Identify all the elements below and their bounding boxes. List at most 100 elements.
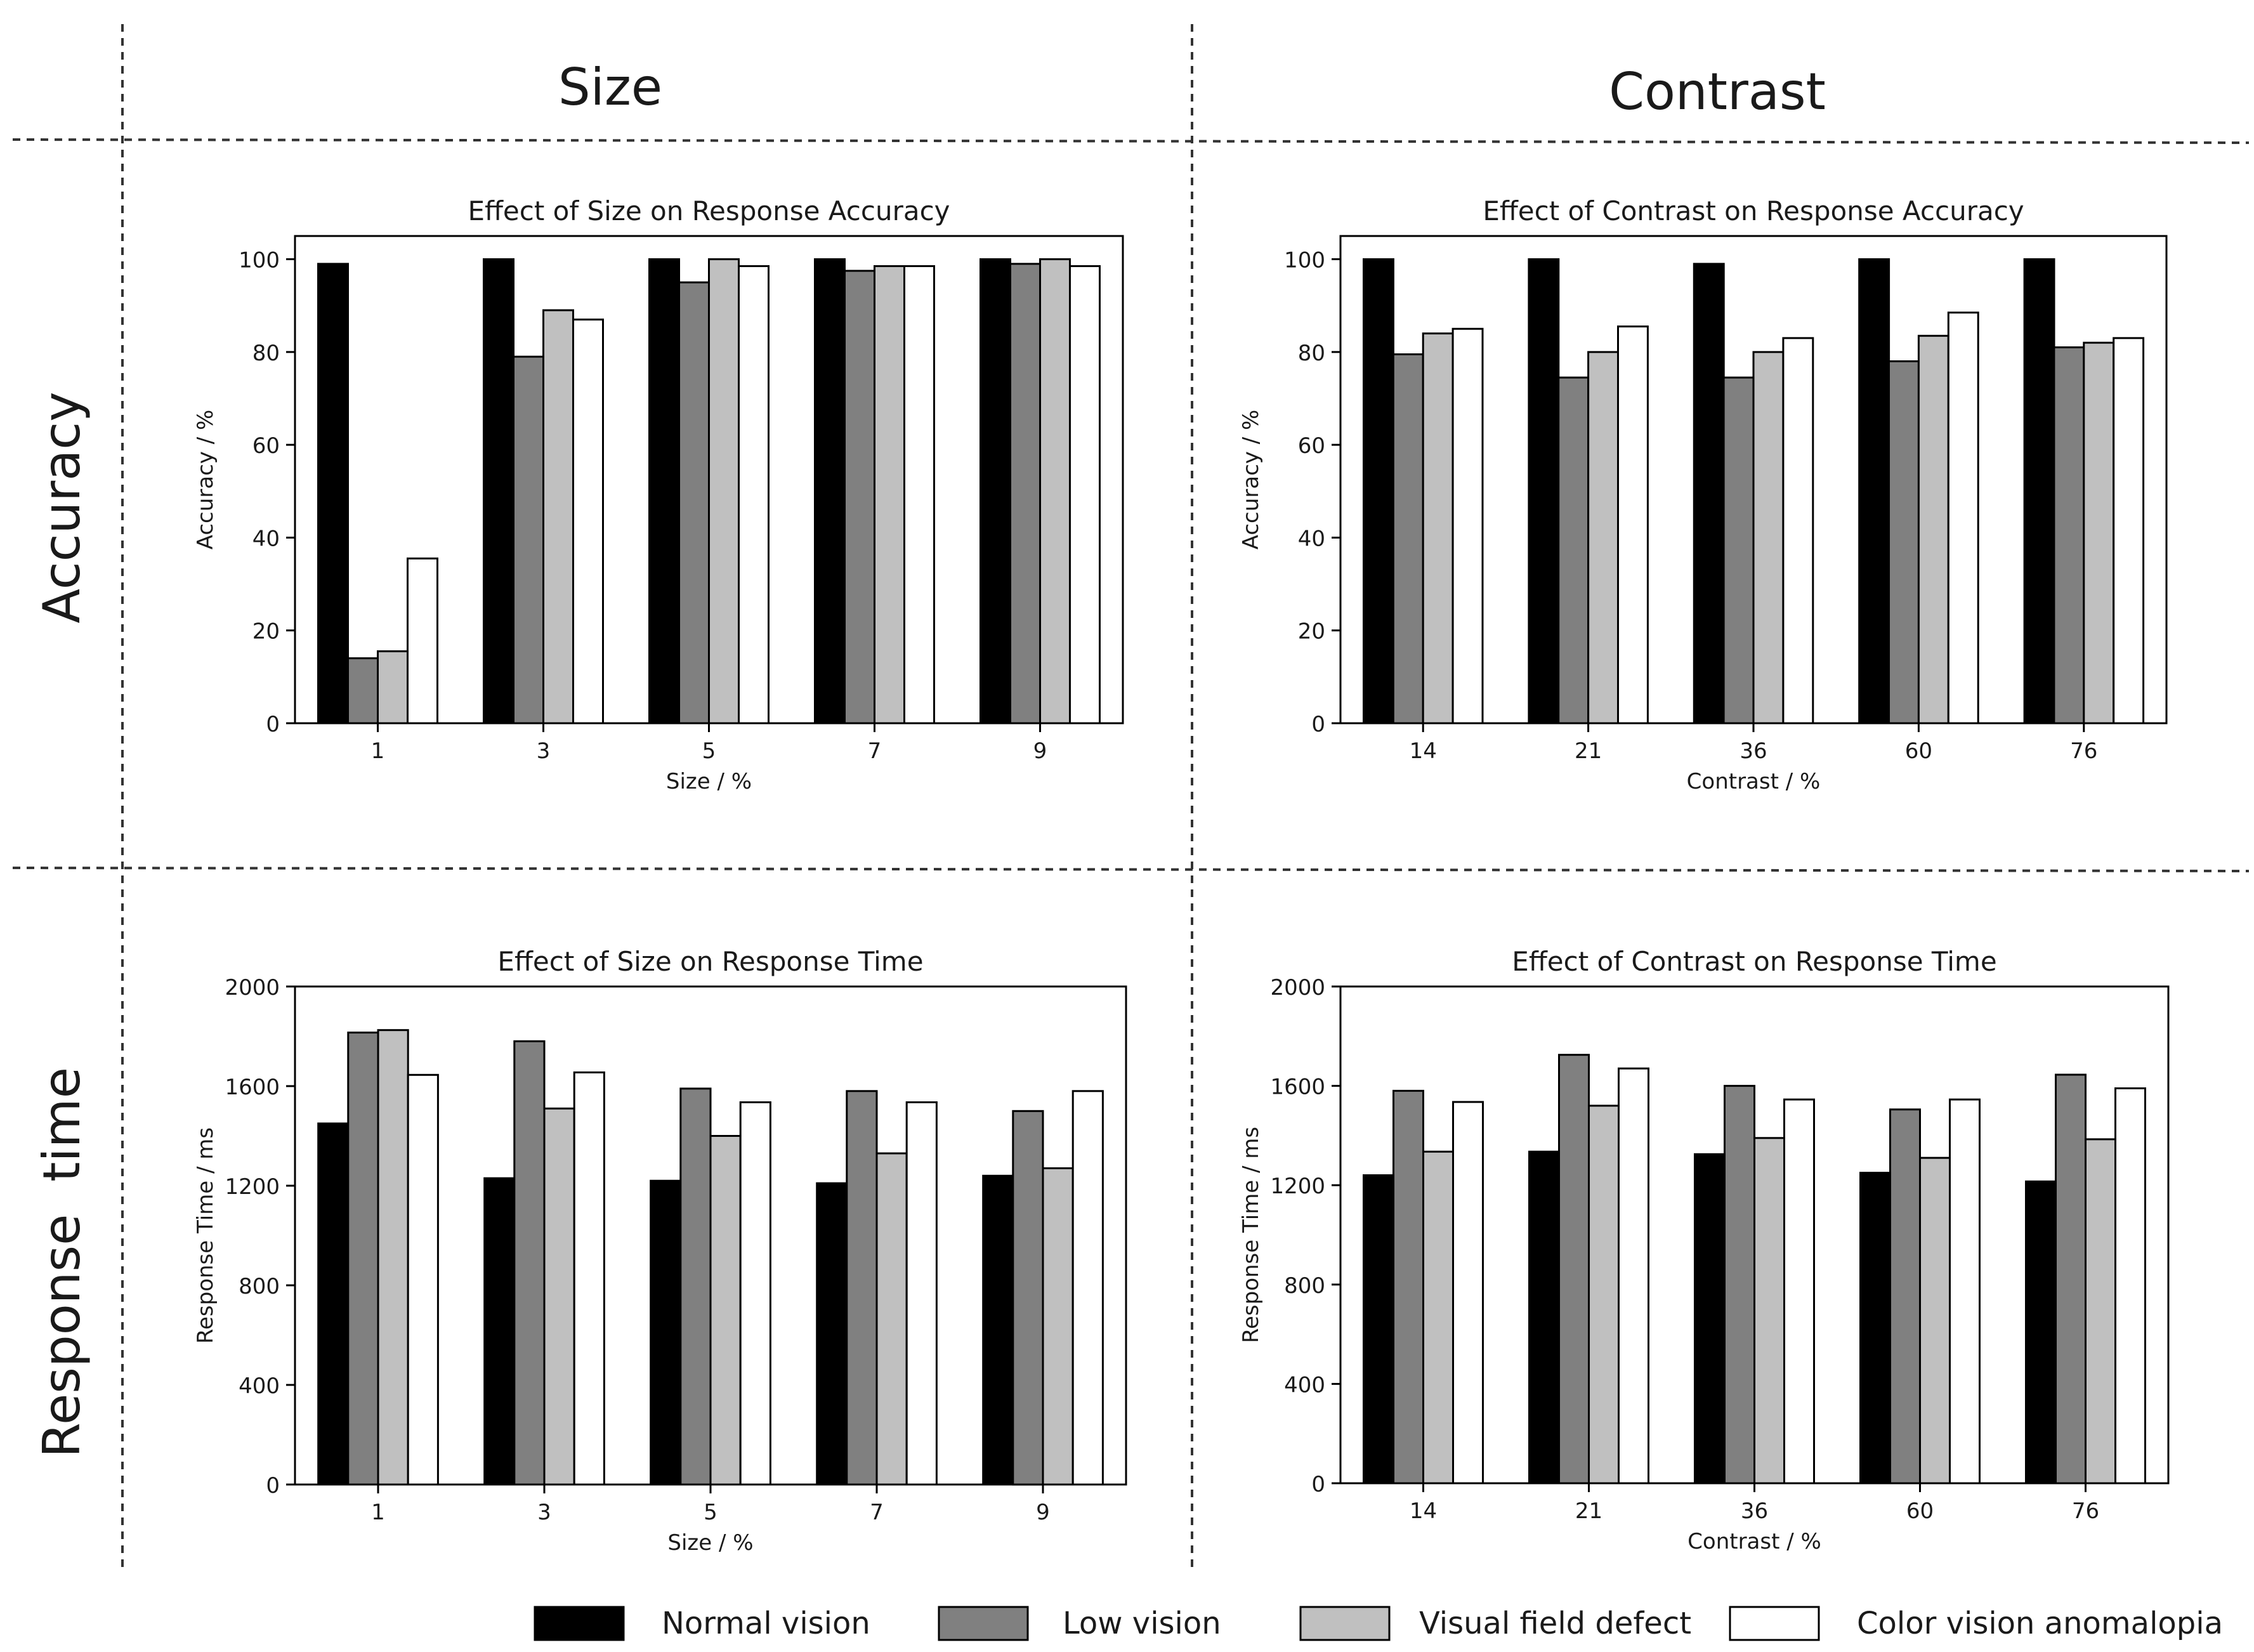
y-tick-label: 0	[1311, 1472, 1325, 1497]
bar-visual-field-defect-1	[377, 650, 409, 724]
bar-low-vision-36	[1722, 376, 1755, 724]
bar-visual-field-defect-36	[1752, 351, 1785, 724]
chart-contrast-response-time: Effect of Contrast on Response Time 0 400 8…	[1238, 946, 2170, 1554]
x-tick-label: 36	[1740, 738, 1767, 764]
legend-swatch-visual-field-defect	[1299, 1606, 1391, 1641]
bar-visual-field-defect-36	[1753, 1137, 1785, 1485]
y-tick-label: 60	[252, 433, 280, 459]
y-tick-label: 1600	[225, 1075, 280, 1100]
bar-color-vision-anomalopia-7	[903, 265, 935, 724]
y-tick-label: 1200	[225, 1174, 280, 1200]
x-tick-label: 36	[1741, 1498, 1768, 1524]
y-tick-label: 80	[252, 341, 280, 366]
bar-low-vision-5	[679, 1087, 712, 1486]
bar-color-vision-anomalopia-3	[573, 1071, 605, 1486]
bar-visual-field-defect-9	[1042, 1167, 1074, 1486]
y-tick-label: 1200	[1270, 1174, 1325, 1199]
bar-low-vision-1	[347, 657, 379, 724]
y-tick-label: 60	[1298, 433, 1325, 459]
bar-normal-vision-3	[483, 1177, 516, 1486]
y-axis-label: Response Time / ms	[193, 1127, 218, 1344]
y-tick-label: 800	[239, 1274, 280, 1299]
legend: Normal vision Low vision Visual field de…	[534, 1606, 2223, 1641]
bar-color-vision-anomalopia-14	[1452, 1101, 1484, 1485]
bar-color-vision-anomalopia-5	[738, 265, 770, 724]
bar-normal-vision-1	[317, 1122, 350, 1486]
bar-color-vision-anomalopia-21	[1618, 1067, 1649, 1485]
bar-normal-vision-76	[2025, 1180, 2057, 1485]
bar-low-vision-14	[1392, 1089, 1424, 1485]
y-axis-label: Response Time / ms	[1238, 1127, 1264, 1343]
bar-normal-vision-14	[1363, 258, 1394, 724]
bar-normal-vision-14	[1363, 1174, 1394, 1485]
bar-normal-vision-7	[816, 1182, 848, 1486]
bar-low-vision-9	[1009, 263, 1041, 724]
bar-low-vision-76	[2055, 1073, 2087, 1485]
horizontal-divider-middle	[12, 867, 2250, 872]
bar-visual-field-defect-60	[1917, 334, 1949, 724]
x-tick-label: 60	[1905, 738, 1932, 764]
bar-normal-vision-3	[483, 258, 514, 724]
bar-color-vision-anomalopia-1	[407, 1073, 439, 1486]
bar-visual-field-defect-5	[709, 1135, 742, 1486]
bar-color-vision-anomalopia-21	[1617, 325, 1649, 724]
bar-normal-vision-60	[1859, 1172, 1891, 1485]
y-tick-label: 400	[1284, 1372, 1325, 1398]
bar-visual-field-defect-14	[1422, 1150, 1454, 1485]
bar-normal-vision-76	[2023, 258, 2055, 724]
bar-normal-vision-5	[648, 258, 680, 724]
bar-visual-field-defect-7	[874, 265, 905, 724]
y-tick-label: 0	[1311, 712, 1325, 737]
bar-low-vision-60	[1889, 1108, 1921, 1485]
y-tick-label: 20	[1298, 619, 1325, 645]
x-tick-label: 5	[702, 738, 716, 764]
x-axis-label: Contrast / %	[1687, 1529, 1821, 1554]
bar-low-vision-60	[1888, 360, 1920, 724]
x-tick-label: 7	[868, 738, 882, 764]
bar-low-vision-5	[678, 281, 710, 724]
bar-visual-field-defect-1	[377, 1029, 409, 1486]
y-tick-label: 400	[239, 1373, 280, 1399]
bar-visual-field-defect-76	[2085, 1138, 2116, 1485]
y-tick-label: 100	[239, 248, 280, 273]
bar-low-vision-14	[1392, 353, 1424, 724]
bar-visual-field-defect-21	[1587, 351, 1620, 724]
column-header-contrast: Contrast	[1609, 62, 1826, 121]
y-tick-label: 40	[252, 526, 280, 551]
x-tick-label: 3	[537, 738, 551, 764]
chart-title: Effect of Size on Response Time	[497, 946, 923, 977]
bar-visual-field-defect-3	[542, 309, 574, 724]
bar-low-vision-3	[513, 1040, 546, 1486]
legend-label-color-vision-anomalopia: Color vision anomalopia	[1857, 1606, 2223, 1641]
bar-color-vision-anomalopia-1	[407, 557, 438, 724]
bar-color-vision-anomalopia-36	[1783, 1098, 1815, 1485]
bar-color-vision-anomalopia-60	[1949, 1098, 1981, 1485]
bar-visual-field-defect-5	[708, 258, 740, 724]
bar-color-vision-anomalopia-76	[2113, 337, 2145, 724]
chart-title: Effect of Contrast on Response Accuracy	[1483, 195, 2024, 226]
x-tick-label: 5	[704, 1500, 717, 1525]
bar-color-vision-anomalopia-7	[905, 1101, 938, 1486]
bar-low-vision-7	[844, 270, 875, 724]
y-tick-label: 2000	[1270, 975, 1325, 1000]
bar-visual-field-defect-21	[1588, 1105, 1620, 1485]
x-tick-label: 76	[2072, 1498, 2099, 1524]
y-axis-label: Accuracy / %	[1238, 410, 1264, 550]
legend-swatch-low-vision	[938, 1606, 1029, 1641]
bar-low-vision-3	[513, 355, 544, 724]
bar-color-vision-anomalopia-9	[1069, 265, 1101, 724]
row-header-response-time: Response time	[32, 1067, 91, 1458]
bar-normal-vision-7	[814, 258, 846, 724]
x-tick-label: 1	[371, 738, 385, 764]
y-tick-label: 80	[1298, 341, 1325, 366]
bar-color-vision-anomalopia-76	[2114, 1087, 2146, 1485]
x-tick-label: 7	[870, 1500, 884, 1525]
bar-visual-field-defect-76	[2083, 341, 2115, 724]
y-tick-label: 2000	[225, 975, 280, 1000]
x-tick-label: 3	[537, 1500, 551, 1525]
bar-normal-vision-21	[1528, 258, 1560, 724]
chart-title: Effect of Contrast on Response Time	[1512, 946, 1996, 977]
y-tick-label: 1600	[1270, 1075, 1325, 1100]
bar-normal-vision-60	[1858, 258, 1890, 724]
bar-low-vision-36	[1724, 1085, 1755, 1485]
